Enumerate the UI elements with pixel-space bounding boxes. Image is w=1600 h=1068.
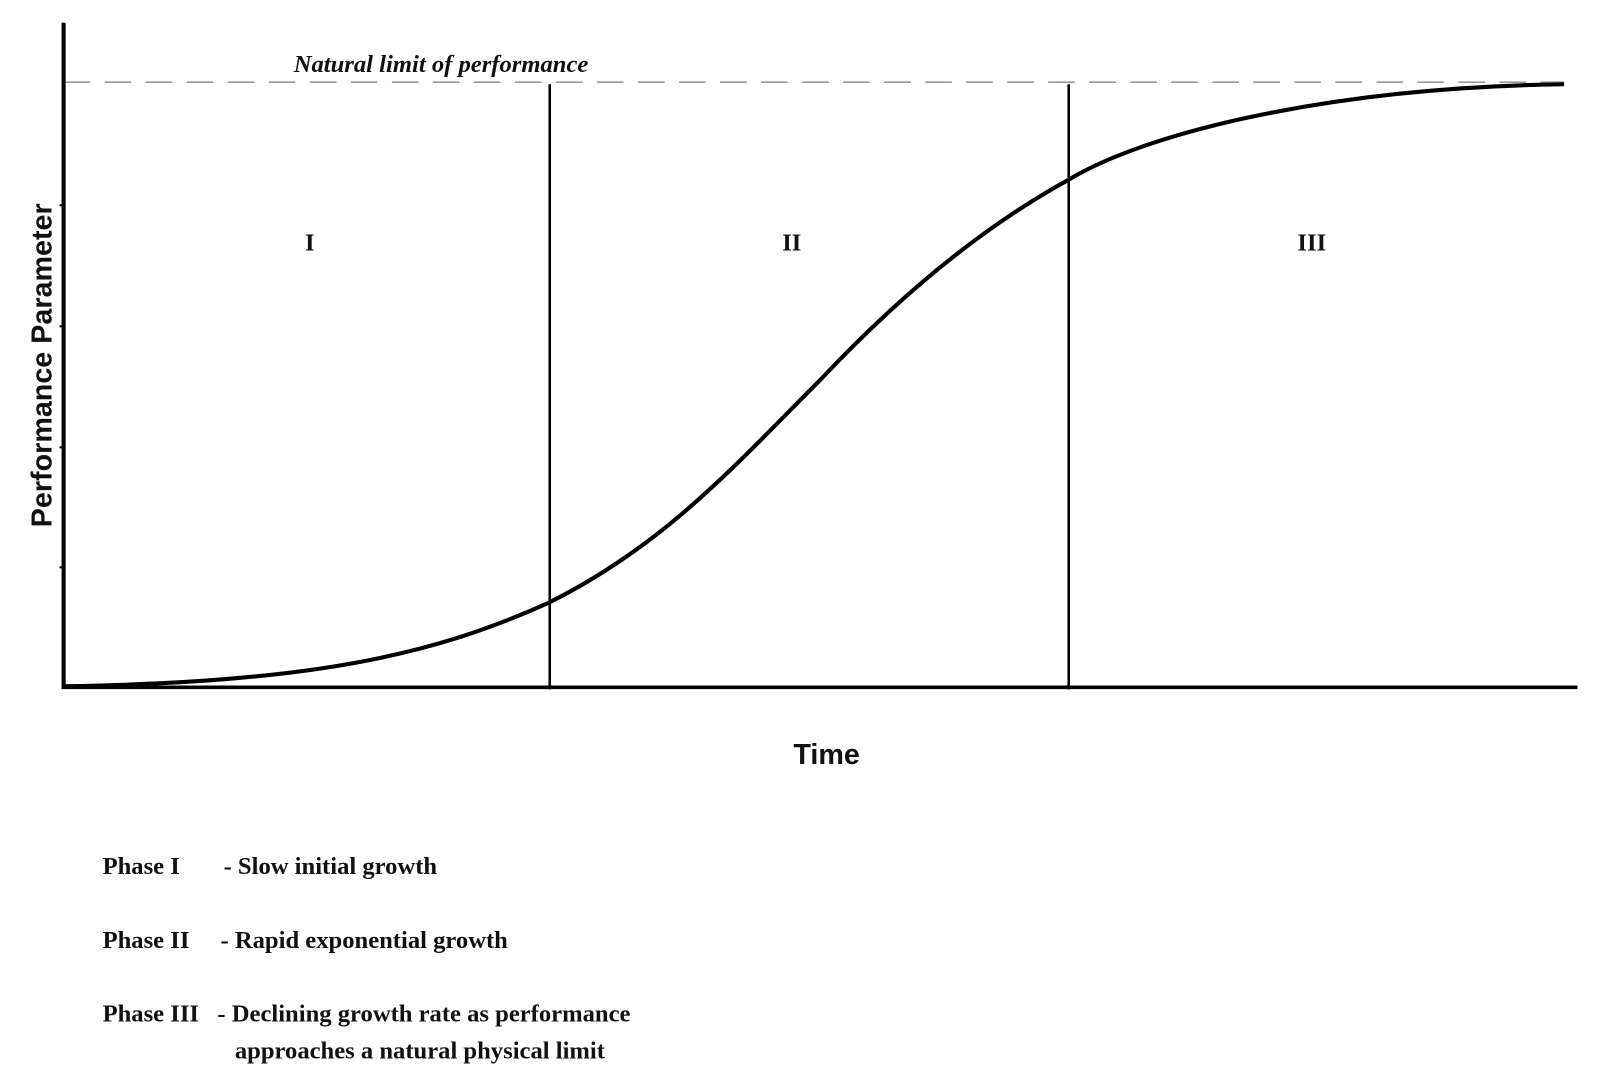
s-curve bbox=[63, 82, 1565, 689]
phase-label: I bbox=[305, 229, 315, 256]
legend-name: Phase II bbox=[103, 927, 190, 954]
legend-name: Phase I bbox=[103, 853, 180, 880]
legend-text: - Rapid exponential growth bbox=[221, 927, 509, 954]
limit-label: Natural limit of performance bbox=[293, 51, 589, 78]
y-ticks bbox=[59, 204, 64, 569]
legend-text: approaches a natural physical limit bbox=[235, 1038, 606, 1065]
x-axis-label: Time bbox=[793, 739, 859, 771]
legend-name: Phase III bbox=[103, 1001, 199, 1028]
phase-label: III bbox=[1297, 229, 1326, 256]
phase-label: II bbox=[782, 229, 801, 256]
y-axis-label: Performance Parameter bbox=[26, 203, 58, 527]
legend-text: - Slow initial growth bbox=[224, 853, 438, 880]
legend-text: - Declining growth rate as performance bbox=[217, 1001, 630, 1028]
